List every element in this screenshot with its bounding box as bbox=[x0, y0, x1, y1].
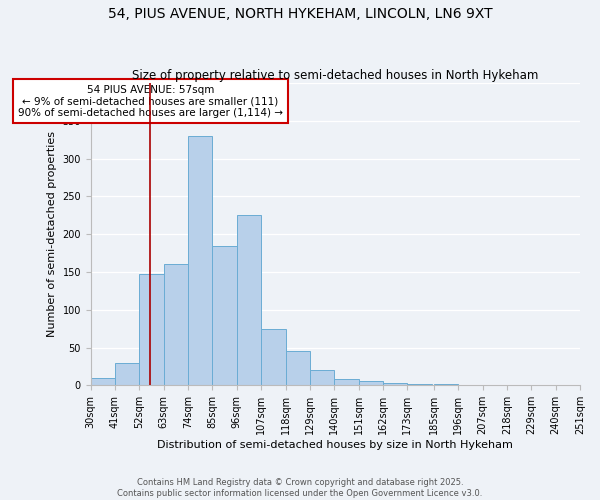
Bar bbox=[164, 264, 188, 386]
X-axis label: Distribution of semi-detached houses by size in North Hykeham: Distribution of semi-detached houses by … bbox=[157, 440, 513, 450]
Bar bbox=[237, 216, 261, 386]
Bar bbox=[434, 384, 458, 386]
Bar bbox=[91, 378, 115, 386]
Bar bbox=[139, 274, 164, 386]
Y-axis label: Number of semi-detached properties: Number of semi-detached properties bbox=[47, 132, 57, 338]
Bar bbox=[310, 370, 334, 386]
Bar bbox=[188, 136, 212, 386]
Title: Size of property relative to semi-detached houses in North Hykeham: Size of property relative to semi-detach… bbox=[132, 69, 539, 82]
Bar bbox=[286, 352, 310, 386]
Text: Contains HM Land Registry data © Crown copyright and database right 2025.
Contai: Contains HM Land Registry data © Crown c… bbox=[118, 478, 482, 498]
Bar bbox=[359, 381, 383, 386]
Bar bbox=[261, 328, 286, 386]
Bar bbox=[115, 362, 139, 386]
Bar bbox=[334, 380, 359, 386]
Text: 54 PIUS AVENUE: 57sqm
← 9% of semi-detached houses are smaller (111)
90% of semi: 54 PIUS AVENUE: 57sqm ← 9% of semi-detac… bbox=[18, 84, 283, 118]
Text: 54, PIUS AVENUE, NORTH HYKEHAM, LINCOLN, LN6 9XT: 54, PIUS AVENUE, NORTH HYKEHAM, LINCOLN,… bbox=[107, 8, 493, 22]
Bar bbox=[458, 384, 482, 386]
Bar bbox=[212, 246, 237, 386]
Bar bbox=[383, 383, 407, 386]
Bar bbox=[407, 384, 431, 386]
